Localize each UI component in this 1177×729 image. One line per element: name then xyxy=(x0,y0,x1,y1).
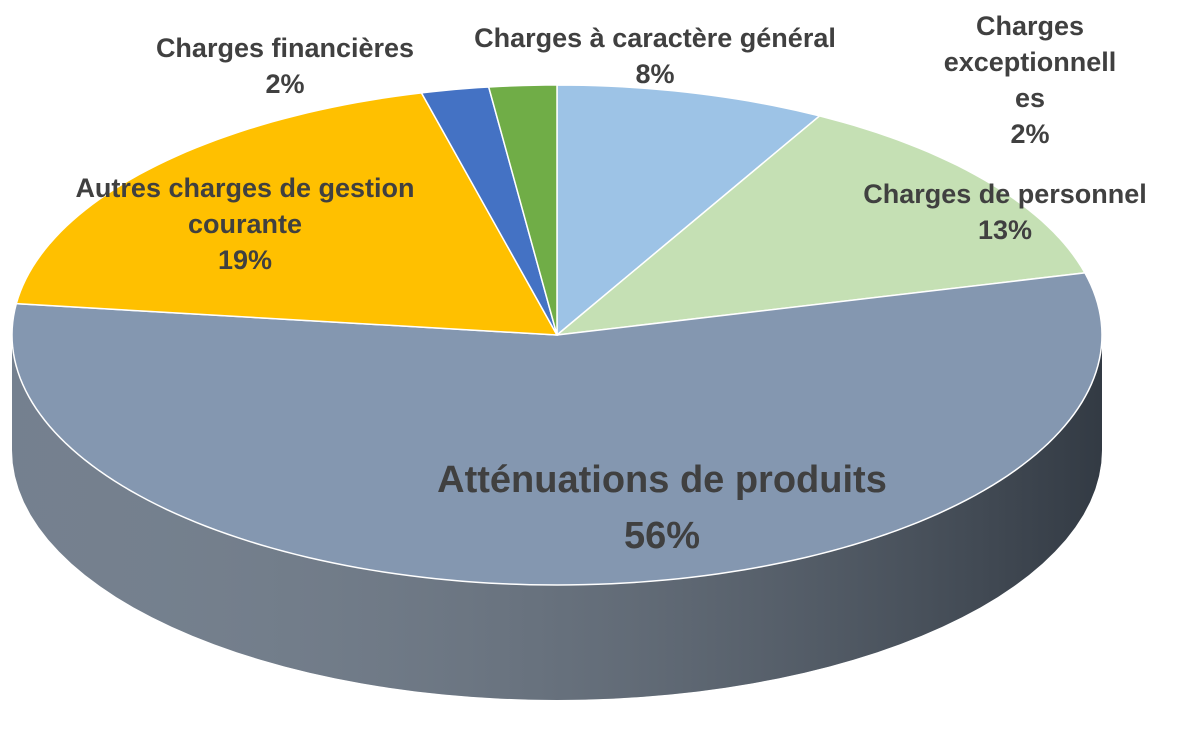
category-label: Charges exceptionnelles xyxy=(943,11,1117,113)
value-label: 8% xyxy=(635,59,675,89)
side-shade xyxy=(12,335,1102,700)
value-label: 2% xyxy=(265,69,305,99)
category-label: Charges à caractère général xyxy=(474,23,836,53)
data-label: Autres charges de gestion courante 19% xyxy=(35,170,455,278)
category-label: Charges financières xyxy=(155,33,415,63)
value-label: 56% xyxy=(623,515,701,557)
pie-slice xyxy=(420,86,558,336)
category-label: Charges de personnel xyxy=(863,179,1147,209)
pie-slice xyxy=(487,84,558,336)
value-label: 19% xyxy=(217,245,273,275)
category-label: Atténuations de produits xyxy=(437,459,887,501)
data-label: Charges à caractère général 8% xyxy=(435,20,875,92)
data-label: Charges exceptionnelles 2% xyxy=(943,8,1118,152)
data-label: Charges de personnel 13% xyxy=(835,176,1175,248)
value-label: 2% xyxy=(1010,119,1050,149)
pie-slice xyxy=(556,84,822,337)
data-label: Charges financières 2% xyxy=(135,30,435,102)
value-label: 13% xyxy=(977,215,1033,245)
pie-slice xyxy=(11,272,1103,586)
data-label: Atténuations de produits 56% xyxy=(382,452,942,564)
pie-slice xyxy=(15,92,559,336)
pie-slice xyxy=(554,115,1087,337)
category-label: Autres charges de gestion courante xyxy=(75,173,415,239)
